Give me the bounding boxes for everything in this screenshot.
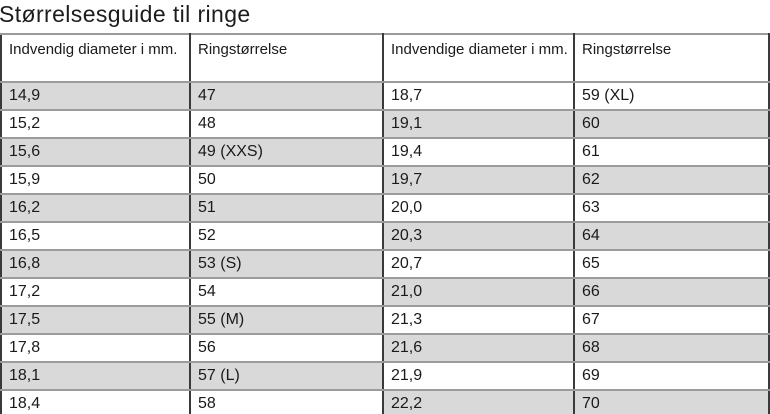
cell-ring-size: 67 xyxy=(573,305,770,335)
cell-ring-size: 59 (XL) xyxy=(573,81,770,111)
cell-ring-size: 65 xyxy=(573,249,770,279)
cell-inner-diameter: 20,3 xyxy=(382,221,575,251)
table-row: 14,9 47 18,7 59 (XL) xyxy=(0,81,770,111)
cell-inner-diameter: 20,0 xyxy=(382,193,575,223)
cell-inner-diameter: 20,7 xyxy=(382,249,575,279)
cell-ring-size: 68 xyxy=(573,333,770,363)
table-row: 17,2 54 21,0 66 xyxy=(0,277,770,307)
header-inner-diameter-right: Indvendige diameter i mm. xyxy=(382,33,575,83)
cell-ring-size: 48 xyxy=(189,109,384,139)
table-header: Indvendig diameter i mm. Ringstørrelse I… xyxy=(0,33,770,83)
cell-inner-diameter: 15,9 xyxy=(0,165,191,195)
cell-inner-diameter: 21,6 xyxy=(382,333,575,363)
ring-size-table: Indvendig diameter i mm. Ringstørrelse I… xyxy=(0,33,770,414)
table-body: 14,9 47 18,7 59 (XL) 15,2 48 19,1 60 15,6 49 (XXS… xyxy=(0,81,770,414)
table-row: 18,1 57 (L) 21,9 69 xyxy=(0,361,770,391)
cell-ring-size: 51 xyxy=(189,193,384,223)
cell-inner-diameter: 21,0 xyxy=(382,277,575,307)
cell-ring-size: 63 xyxy=(573,193,770,223)
cell-inner-diameter: 21,9 xyxy=(382,361,575,391)
table-row: 18,4 58 22,2 70 xyxy=(0,389,770,414)
cell-inner-diameter: 19,4 xyxy=(382,137,575,167)
cell-ring-size: 61 xyxy=(573,137,770,167)
cell-ring-size: 66 xyxy=(573,277,770,307)
cell-ring-size: 56 xyxy=(189,333,384,363)
cell-ring-size: 62 xyxy=(573,165,770,195)
cell-inner-diameter: 15,6 xyxy=(0,137,191,167)
cell-ring-size: 53 (S) xyxy=(189,249,384,279)
cell-ring-size: 55 (M) xyxy=(189,305,384,335)
cell-inner-diameter: 15,2 xyxy=(0,109,191,139)
cell-inner-diameter: 17,8 xyxy=(0,333,191,363)
table-row: 15,2 48 19,1 60 xyxy=(0,109,770,139)
cell-inner-diameter: 14,9 xyxy=(0,81,191,111)
cell-inner-diameter: 16,2 xyxy=(0,193,191,223)
table-row: 16,2 51 20,0 63 xyxy=(0,193,770,223)
cell-inner-diameter: 17,2 xyxy=(0,277,191,307)
table-row: 16,8 53 (S) 20,7 65 xyxy=(0,249,770,279)
cell-ring-size: 58 xyxy=(189,389,384,414)
cell-inner-diameter: 22,2 xyxy=(382,389,575,414)
header-inner-diameter-left: Indvendig diameter i mm. xyxy=(0,33,191,83)
cell-inner-diameter: 18,1 xyxy=(0,361,191,391)
cell-inner-diameter: 16,8 xyxy=(0,249,191,279)
cell-ring-size: 60 xyxy=(573,109,770,139)
cell-inner-diameter: 18,7 xyxy=(382,81,575,111)
cell-ring-size: 64 xyxy=(573,221,770,251)
cell-inner-diameter: 19,1 xyxy=(382,109,575,139)
table-row: 17,5 55 (M) 21,3 67 xyxy=(0,305,770,335)
page-title: Størrelsesguide til ringe xyxy=(0,1,251,27)
cell-ring-size: 50 xyxy=(189,165,384,195)
cell-inner-diameter: 17,5 xyxy=(0,305,191,335)
cell-ring-size: 54 xyxy=(189,277,384,307)
cell-inner-diameter: 21,3 xyxy=(382,305,575,335)
table-row: 15,9 50 19,7 62 xyxy=(0,165,770,195)
header-ring-size-right: Ringstørrelse xyxy=(573,33,770,83)
header-ring-size-left: Ringstørrelse xyxy=(189,33,384,83)
header-row: Indvendig diameter i mm. Ringstørrelse I… xyxy=(0,33,770,83)
table-row: 15,6 49 (XXS) 19,4 61 xyxy=(0,137,770,167)
cell-inner-diameter: 16,5 xyxy=(0,221,191,251)
cell-ring-size: 57 (L) xyxy=(189,361,384,391)
table-row: 16,5 52 20,3 64 xyxy=(0,221,770,251)
cell-inner-diameter: 18,4 xyxy=(0,389,191,414)
cell-ring-size: 47 xyxy=(189,81,384,111)
cell-ring-size: 52 xyxy=(189,221,384,251)
cell-ring-size: 49 (XXS) xyxy=(189,137,384,167)
table-row: 17,8 56 21,6 68 xyxy=(0,333,770,363)
cell-ring-size: 70 xyxy=(573,389,770,414)
cell-ring-size: 69 xyxy=(573,361,770,391)
cell-inner-diameter: 19,7 xyxy=(382,165,575,195)
